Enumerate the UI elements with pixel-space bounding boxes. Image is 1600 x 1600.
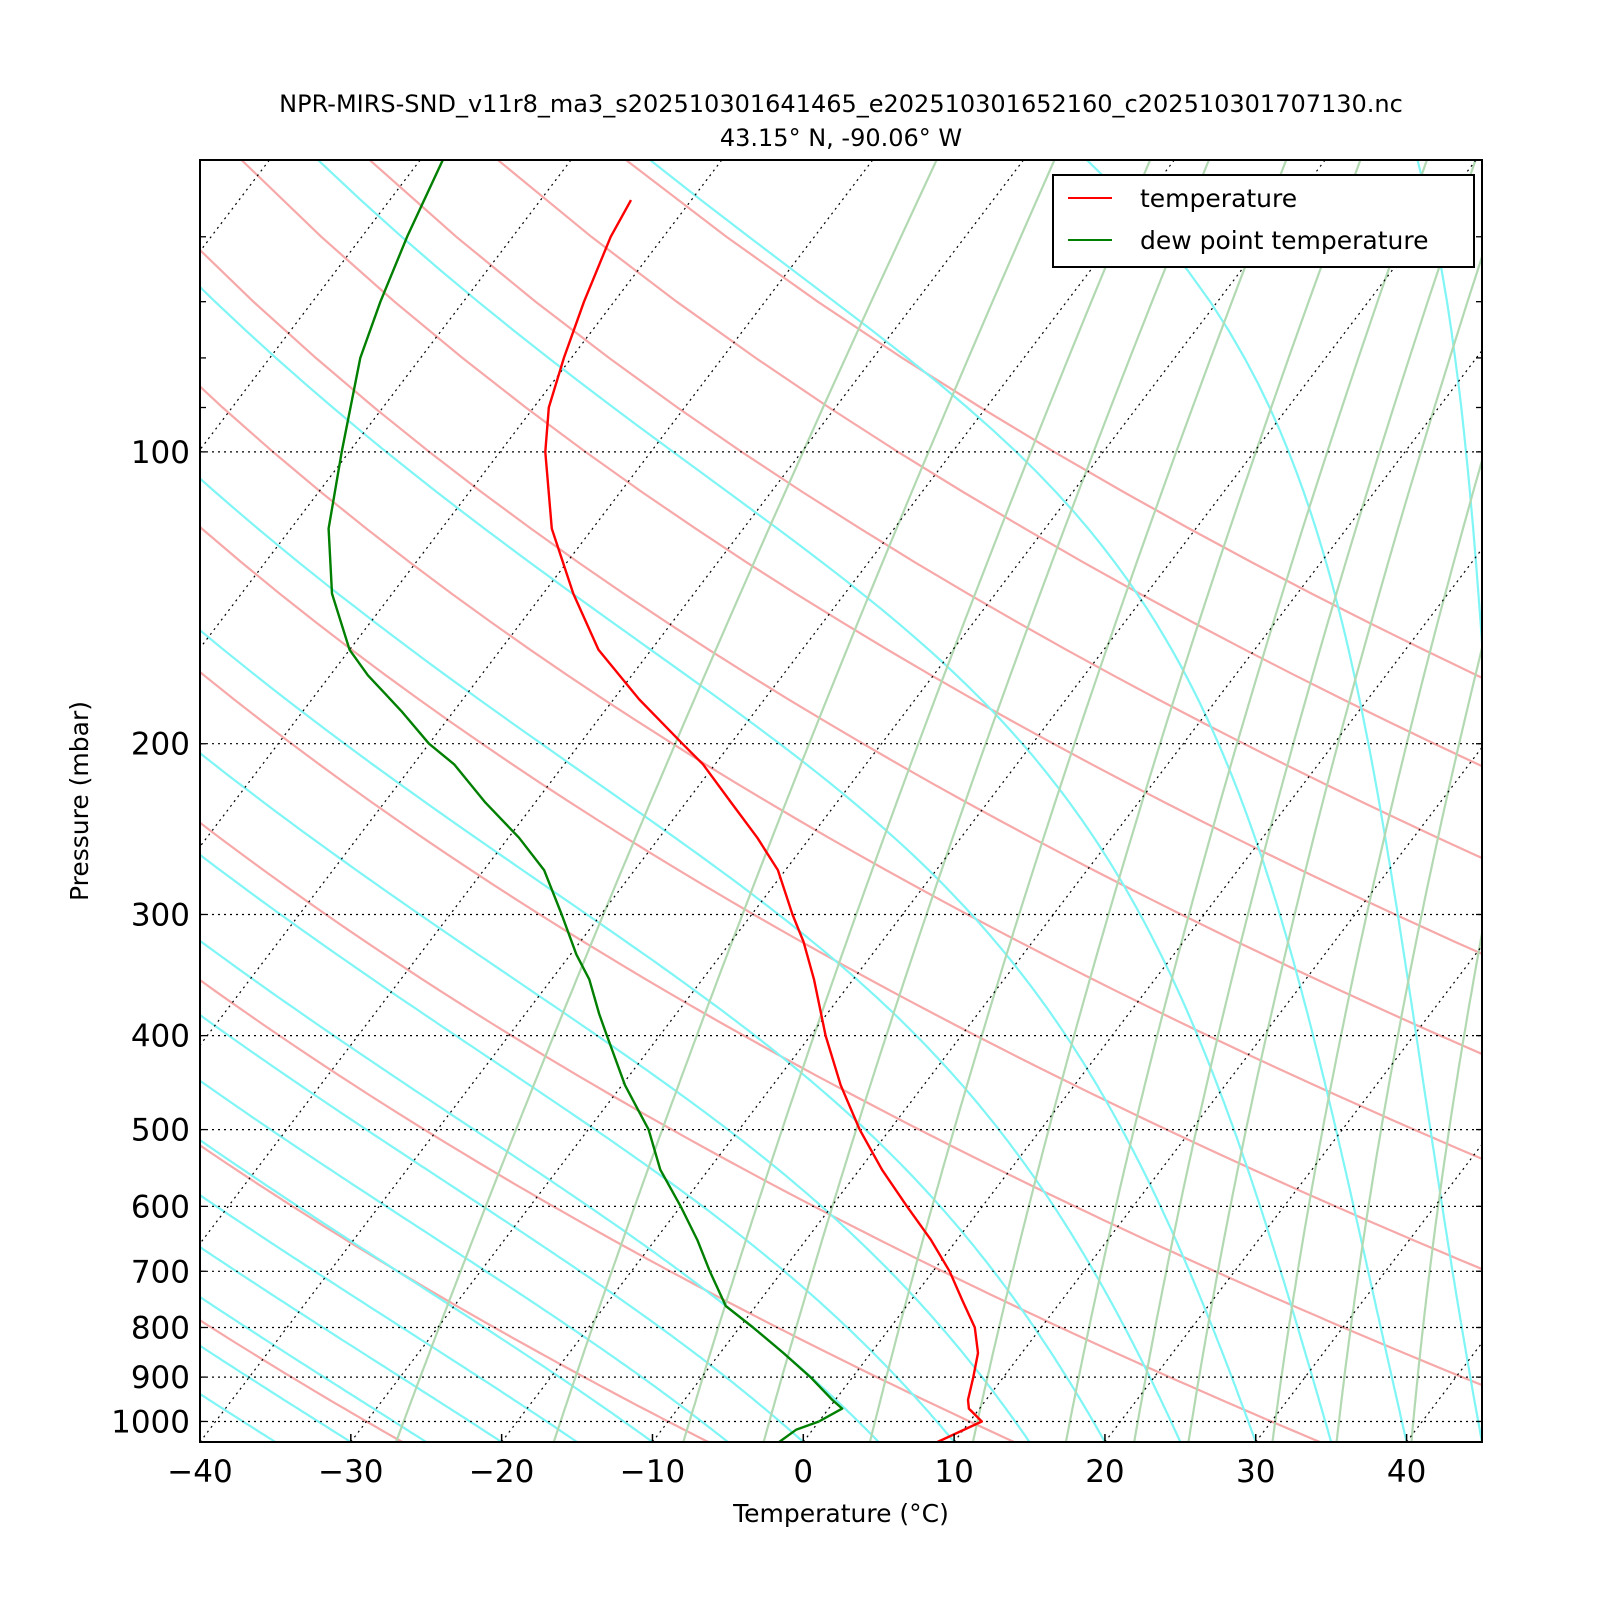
dry-adiabat [200, 525, 1482, 1271]
dry-adiabat [200, 821, 1321, 1442]
moist-adiabat [200, 285, 1257, 1442]
background-lines [200, 160, 1482, 1442]
profile-lines [327, 160, 983, 1442]
y-tick-label: 100 [131, 435, 190, 471]
x-tick-label: −30 [318, 1454, 383, 1490]
mixing-ratio-line [1271, 456, 1482, 1442]
moist-adiabat [1086, 160, 1482, 1442]
y-tick-labels: 1000 900 800 700 600 500 400 300 200 100 [111, 435, 190, 1441]
isotherm [200, 160, 723, 848]
axis-ticks [199, 159, 1482, 1442]
x-tick-label: 10 [934, 1454, 973, 1490]
isotherm [652, 349, 1482, 1442]
isotherm [953, 746, 1482, 1442]
moist-adiabat [200, 1138, 654, 1442]
mixing-ratio-line [682, 160, 1152, 1442]
mixing-ratio-line [1133, 160, 1477, 1442]
x-tick-labels: −40 −30 −20 −10 0 10 20 30 40 [167, 1454, 1426, 1490]
moist-adiabat [200, 1344, 352, 1442]
x-axis-label: Temperature (°C) [732, 1499, 949, 1528]
moist-adiabat [649, 160, 1408, 1442]
y-axis-label: Pressure (mbar) [65, 701, 94, 901]
dry-adiabat [200, 385, 1482, 1161]
x-tick-label: 40 [1387, 1454, 1426, 1490]
isotherm [200, 160, 1024, 1245]
dry-adiabat [200, 248, 1482, 1056]
y-tick-label: 800 [131, 1310, 190, 1346]
x-tick-label: 20 [1085, 1454, 1124, 1490]
plot-frame [199, 159, 1483, 1443]
legend-label-temperature: temperature [1140, 184, 1297, 213]
moist-adiabats [200, 160, 1482, 1442]
y-tick-label: 200 [131, 727, 190, 763]
y-tick-label: 900 [131, 1360, 190, 1396]
chart-subtitle: 43.15° N, -90.06° W [720, 124, 962, 152]
mixing-ratio-lines [395, 160, 1482, 1442]
dry-adiabats [200, 160, 1482, 1442]
moist-adiabat [200, 1295, 427, 1442]
moist-adiabat [317, 160, 1333, 1442]
x-tick-label: −40 [167, 1454, 232, 1490]
dry-adiabat [200, 978, 1015, 1442]
mixing-ratio-line [868, 160, 1288, 1442]
moist-adiabat [200, 1079, 729, 1442]
dry-adiabat [200, 1318, 403, 1442]
moist-adiabat [200, 1013, 805, 1442]
mixing-ratio-line [1064, 160, 1428, 1442]
moist-adiabat [200, 628, 1106, 1442]
mixing-ratio-line [1335, 643, 1482, 1442]
skewed-isotherms [200, 160, 1482, 1442]
y-tick-label: 300 [131, 897, 190, 933]
mixing-ratio-line [552, 160, 1056, 1442]
y-tick-label: 600 [131, 1189, 190, 1225]
y-tick-label: 700 [131, 1254, 190, 1290]
x-tick-label: 0 [793, 1454, 813, 1490]
x-tick-label: −20 [469, 1454, 534, 1490]
x-tick-label: 30 [1236, 1454, 1275, 1490]
chart-title: NPR-MIRS-SND_v11r8_ma3_s202510301641465_… [279, 90, 1403, 118]
isotherm [350, 160, 1326, 1442]
isobar-gridlines [200, 451, 1482, 1423]
isotherm [802, 547, 1482, 1442]
isotherm [200, 160, 1175, 1442]
dry-adiabat [200, 1144, 709, 1442]
y-tick-label: 500 [131, 1113, 190, 1149]
mixing-ratio-line [1187, 253, 1482, 1442]
dewpoint-line [327, 160, 844, 1442]
dry-adiabat [240, 160, 1482, 956]
temperature-line [544, 199, 983, 1442]
moist-adiabat [200, 1193, 578, 1442]
dry-adiabat [368, 160, 1482, 860]
isotherm [501, 160, 1477, 1442]
dry-adiabat [200, 670, 1482, 1387]
mixing-ratio-line [971, 160, 1362, 1442]
x-tick-label: −10 [620, 1454, 685, 1490]
isotherm [200, 160, 874, 1047]
legend-label-dewpoint: dew point temperature [1140, 226, 1429, 255]
legend: temperature dew point temperature [1052, 174, 1475, 268]
moist-adiabat [200, 1245, 503, 1442]
mixing-ratio-line [762, 160, 1210, 1442]
moist-adiabat [200, 477, 1182, 1442]
legend-box [1052, 174, 1475, 268]
mixing-ratio-line [395, 160, 938, 1442]
y-tick-label: 400 [131, 1019, 190, 1055]
y-tick-label: 1000 [111, 1404, 190, 1440]
mixing-ratio-line [1410, 927, 1482, 1442]
